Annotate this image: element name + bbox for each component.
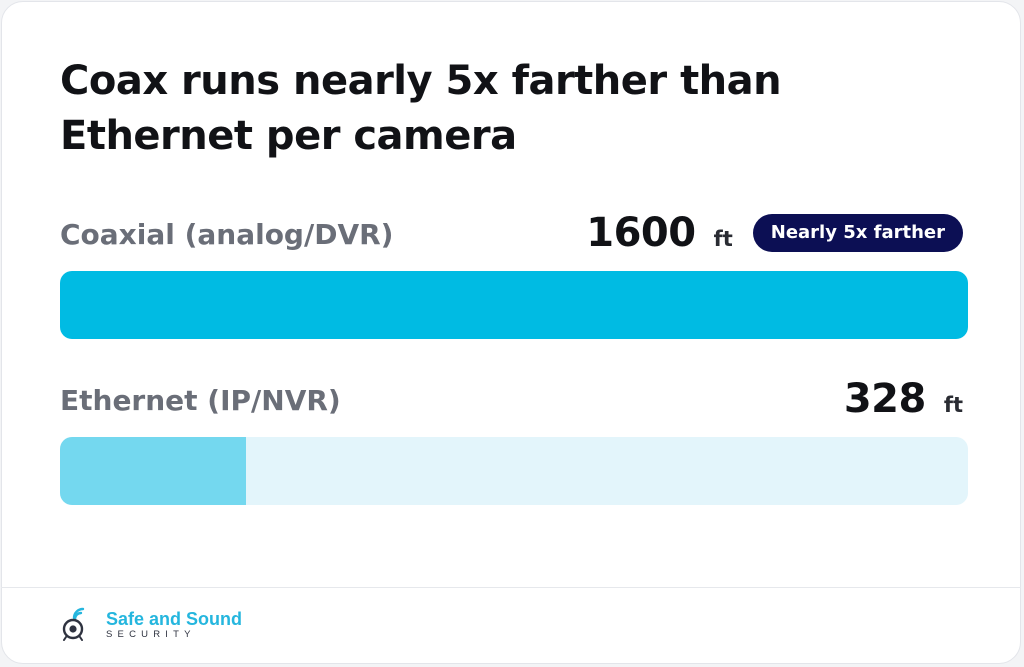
logo-subtitle: SECURITY [106,628,196,640]
bar-unit-ethernet: ft [943,393,963,417]
footer-divider [1,587,1021,588]
bar-coaxial [60,271,968,339]
bar-value-group-ethernet: 328 ft [844,377,963,421]
bar-ethernet [60,437,247,505]
bar-label-coaxial: Coaxial (analog/DVR) [60,218,394,251]
bar-track-coaxial [60,271,968,339]
bar-label-ethernet: Ethernet (IP/NVR) [60,384,341,417]
bar-value-group-coaxial: 1600 ft Nearly 5x farther [586,211,963,255]
bar-value-coaxial: 1600 [586,210,696,256]
camera-wifi-icon [60,607,98,641]
logo-name: Safe and Sound [106,608,243,629]
bar-track-ethernet [60,437,968,505]
chart-title: Coax runs nearly 5x farther than Etherne… [60,58,782,159]
brand-logo[interactable]: Safe and Sound SECURITY [60,607,242,641]
bar-value-ethernet: 328 [843,376,927,422]
bar-unit-coaxial: ft [713,227,733,251]
comparison-badge: Nearly 5x farther [752,214,963,252]
